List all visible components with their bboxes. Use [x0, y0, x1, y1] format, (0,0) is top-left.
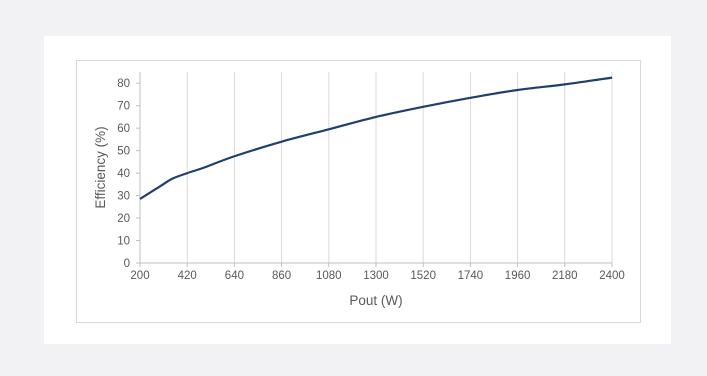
x-tick-label-1960: 1960	[505, 270, 531, 282]
x-axis-title: Pout (W)	[349, 293, 402, 308]
data-series	[139, 76, 613, 200]
y-tick-label-30: 30	[117, 191, 130, 203]
x-tick-label-420: 420	[178, 270, 197, 282]
y-tick-label-50: 50	[117, 146, 130, 158]
x-tick-label-1080: 1080	[316, 270, 342, 282]
x-tick-label-1300: 1300	[363, 270, 389, 282]
y-tick-label-20: 20	[117, 213, 130, 225]
x-tick-label-2400: 2400	[599, 270, 625, 282]
gridlines	[186, 72, 613, 263]
x-tick-label-200: 200	[130, 270, 149, 282]
axes	[136, 72, 613, 267]
x-tick-label-1740: 1740	[458, 270, 484, 282]
tick-labels: 200 420 640 860 1080 1300 1520 1740 1960 2180 2400…	[117, 78, 625, 282]
y-tick-label-60: 60	[117, 123, 130, 135]
y-tick-label-70: 70	[117, 101, 130, 113]
x-tick-label-860: 860	[272, 270, 291, 282]
x-tick-label-2180: 2180	[552, 270, 578, 282]
y-tick-label-80: 80	[117, 78, 130, 90]
x-tick-label-640: 640	[225, 270, 244, 282]
y-tick-label-0: 0	[124, 258, 130, 270]
series-line-0	[139, 76, 613, 200]
x-tick-label-1520: 1520	[410, 270, 436, 282]
y-axis-title: Efficiency (%)	[93, 126, 108, 208]
y-tick-label-40: 40	[117, 168, 130, 180]
y-tick-label-10: 10	[117, 236, 130, 248]
chart-area	[76, 60, 641, 323]
